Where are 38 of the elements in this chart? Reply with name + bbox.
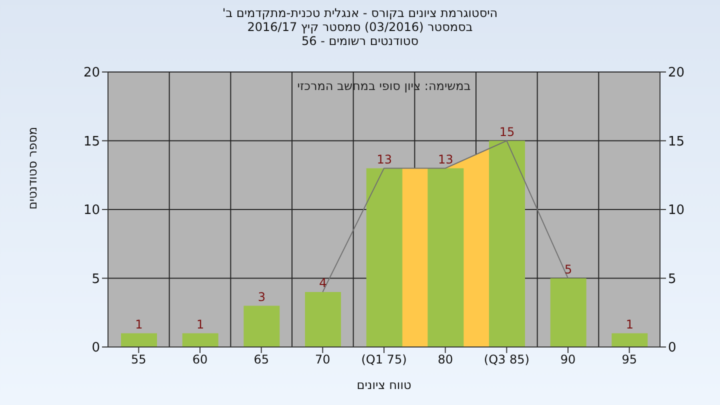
y-tick-label: 15	[83, 134, 100, 150]
x-tick-label: 95	[622, 352, 637, 367]
y-tick-label: 10	[83, 203, 100, 218]
x-tick-label: 80	[438, 352, 453, 367]
data-label: 5	[564, 262, 572, 276]
chart-title: היסטוגרמת ציונים בקורס - אנגלית טכנית-מתקדמים ב'	[221, 6, 499, 20]
x-axis-title: טווח ציונים	[356, 378, 412, 392]
data-label: 4	[319, 276, 327, 290]
y2-tick-label: 5	[668, 272, 676, 287]
data-label: 1	[196, 317, 204, 332]
y2-tick-label: 15	[668, 134, 685, 150]
data-label: 1	[626, 317, 634, 332]
chart-subtitle: בסמסטר (03/2016) סמסטר קיץ 2016/17 סטודנטים רשומים - 56	[246, 20, 474, 48]
bar	[612, 333, 648, 347]
y-tick-label: 5	[92, 272, 100, 287]
bar	[244, 306, 280, 347]
y2-tick-label: 20	[668, 66, 685, 81]
data-label: 15	[499, 124, 515, 139]
bar	[305, 292, 341, 347]
x-tick-label: 60	[192, 352, 208, 367]
x-tick-label: 70	[315, 352, 330, 367]
data-label: 1	[135, 317, 143, 332]
data-label: 3	[258, 290, 266, 304]
x-tick-label: 55	[131, 352, 146, 367]
x-tick-label: 65	[254, 352, 269, 367]
data-label: 13	[376, 152, 392, 166]
y-axis-title: מספר סטודנטים	[25, 126, 40, 210]
x-tick-label: 90	[560, 352, 576, 367]
x-tick-label: (Q1 75)	[361, 352, 407, 367]
bar	[182, 333, 218, 347]
y-tick-label: 20	[83, 66, 100, 81]
y2-tick-label: 10	[668, 203, 685, 218]
bar	[121, 333, 157, 347]
y-tick-label: 0	[92, 340, 100, 356]
bar	[550, 278, 586, 347]
x-tick-label: (Q3 85)	[484, 352, 530, 367]
data-label: 13	[438, 152, 454, 166]
y2-tick-label: 0	[668, 340, 676, 356]
